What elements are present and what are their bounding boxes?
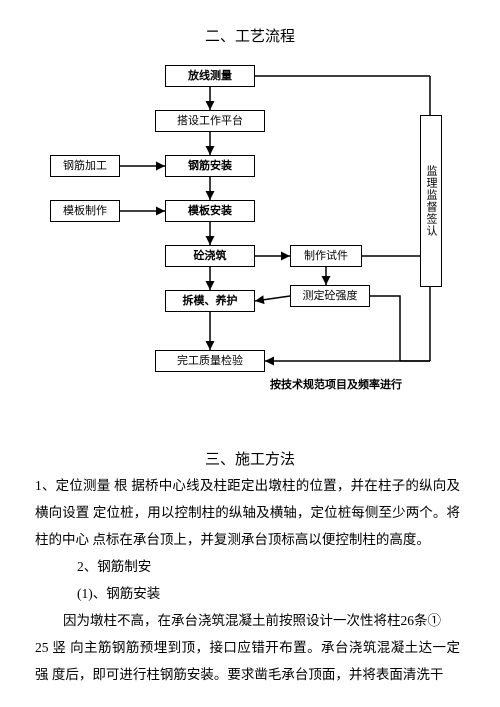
document-page: 二、工艺流程 xyxy=(0,0,500,707)
para-2: 2、钢筋制安 xyxy=(35,553,460,580)
node-rebar-fab: 钢筋加工 xyxy=(50,155,120,177)
para-4b-prefix: 25 xyxy=(35,640,49,655)
para-3: (1)、钢筋安装 xyxy=(35,580,460,607)
node-pour: 砼浇筑 xyxy=(165,245,255,267)
body-text: 1、定位测量 根 据桥中心线及柱距定出墩柱的位置，并在柱子的纵向及横向设置 定位… xyxy=(35,472,460,688)
para-4b-text: 竖 向主筋钢筋预埋到顶，接口应错开布置。承台浇筑混凝土达一定强 度后，即可进行柱… xyxy=(35,640,460,682)
node-rebar-install: 钢筋安装 xyxy=(165,155,255,177)
node-survey: 放线测量 xyxy=(165,65,255,87)
flowchart: 放线测量 搭设工作平台 钢筋安装 钢筋加工 模板安装 模板制作 砼浇筑 制作试件… xyxy=(25,60,465,430)
node-supervision: 监理监督签认 xyxy=(420,115,442,287)
node-platform: 搭设工作平台 xyxy=(155,110,265,132)
para-1-label: 1、定位测量 xyxy=(35,478,110,493)
para-4b: 25 竖 向主筋钢筋预埋到顶，接口应错开布置。承台浇筑混凝土达一定强 度后，即可… xyxy=(35,634,460,688)
section-title-method: 三、施工方法 xyxy=(0,448,500,469)
node-strength: 测定砼强度 xyxy=(290,285,370,307)
node-final-check: 完工质量检验 xyxy=(155,350,265,372)
section-title-flow: 二、工艺流程 xyxy=(0,25,500,46)
para-1: 1、定位测量 根 据桥中心线及柱距定出墩柱的位置，并在柱子的纵向及横向设置 定位… xyxy=(35,472,460,553)
node-form-install: 模板安装 xyxy=(165,200,255,222)
node-cure: 拆模、养护 xyxy=(165,290,255,312)
para-4a: 因为墩柱不高，在承台浇筑混凝土前按照设计一次性将柱26条① xyxy=(35,607,460,634)
node-form-fab: 模板制作 xyxy=(50,200,120,222)
node-specimen: 制作试件 xyxy=(290,245,362,267)
flowchart-caption: 按技术规范项目及频率进行 xyxy=(270,376,402,392)
